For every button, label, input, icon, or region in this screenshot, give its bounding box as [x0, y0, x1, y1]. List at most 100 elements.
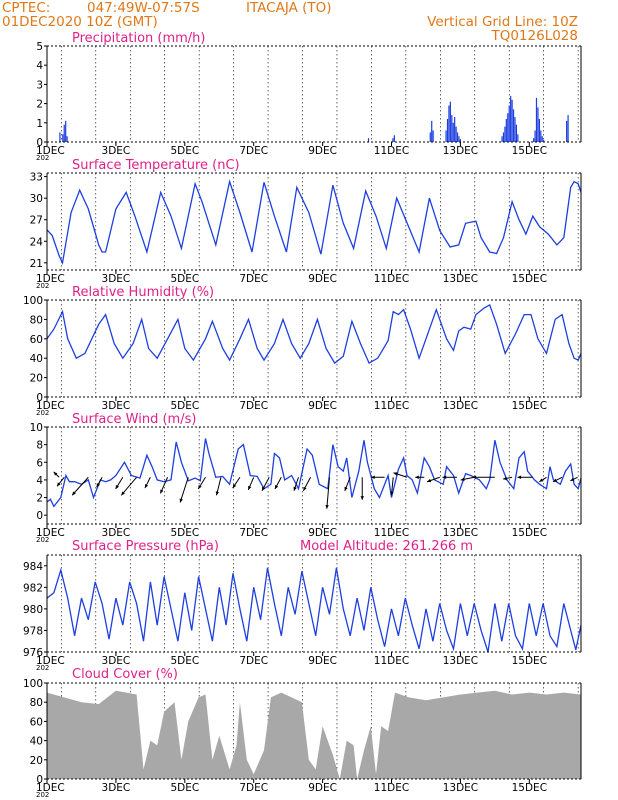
- wind-vector-arrowhead: [121, 491, 125, 496]
- precipitation-bar: [59, 132, 61, 142]
- wind-series-line: [46, 438, 582, 508]
- x-tick-label: 5DEC: [170, 527, 199, 539]
- precipitation-bar: [540, 130, 542, 142]
- wind-vector-arrowhead: [115, 485, 119, 489]
- humidity-panel: [44, 299, 582, 401]
- x-tick-label: 15DEC: [512, 145, 547, 157]
- precipitation-bar: [459, 139, 462, 142]
- pressure-title: Surface Pressure (hPa): [72, 539, 219, 554]
- precipitation-bar: [454, 117, 456, 142]
- temperature-panel: [44, 172, 582, 274]
- y-tick-label: 0: [36, 137, 43, 149]
- pressure-panel: [44, 554, 582, 656]
- precipitation-bar: [431, 120, 433, 142]
- wind-vector-arrowhead: [179, 498, 183, 503]
- wind-vector-arrowhead: [198, 485, 202, 489]
- y-tick-label: 100: [23, 678, 43, 690]
- header-grid-note: Vertical Grid Line: 10Z: [427, 14, 578, 30]
- x-tick-label: 11DEC: [374, 655, 409, 667]
- wind-vector-arrowhead: [427, 478, 432, 483]
- x-tick-label: 1DEC: [36, 145, 65, 157]
- wind-vector-arrowhead: [232, 484, 237, 489]
- cloud-title: Cloud Cover (%): [72, 667, 178, 682]
- x-tick-label: 9DEC: [308, 273, 337, 285]
- x-tick-label: 7DEC: [239, 527, 268, 539]
- precipitation-bar: [512, 109, 515, 142]
- y-tick-label: 2: [36, 99, 43, 111]
- x-tick-label: 9DEC: [308, 145, 337, 157]
- wind-vector-arrowhead: [415, 475, 419, 479]
- humidity-title: Relative Humidity (%): [72, 285, 214, 300]
- header-source: CPTEC:: [2, 0, 51, 16]
- precipitation-bar: [507, 113, 509, 142]
- y-tick-label: 980: [23, 604, 43, 616]
- precipitation-bar: [501, 136, 503, 142]
- wind-vector-arrowhead: [360, 496, 364, 500]
- precipitation-bar: [449, 101, 451, 142]
- y-tick-label: 80: [30, 314, 43, 326]
- wind-vector-arrowhead: [371, 475, 375, 479]
- y-tick-label: 60: [30, 334, 43, 346]
- y-tick-label: 976: [23, 647, 43, 659]
- x-tick-label: 9DEC: [308, 782, 337, 794]
- y-tick-label: 8: [36, 440, 43, 452]
- x-tick-label: 5DEC: [170, 400, 199, 412]
- precipitation-bar: [514, 117, 516, 142]
- x-tick-label: 9DEC: [308, 400, 337, 412]
- cloud-panel: [44, 682, 582, 783]
- x-tick-label: 1DEC: [36, 273, 65, 285]
- y-tick-label: 1: [36, 118, 43, 130]
- wind-vector-arrowhead: [553, 478, 558, 482]
- x-tick-label: 3DEC: [102, 273, 131, 285]
- x-tick-label: 13DEC: [443, 527, 478, 539]
- x-tick-label: 9DEC: [308, 655, 337, 667]
- x-tick-label: 15DEC: [512, 782, 547, 794]
- precipitation-bar: [505, 118, 507, 142]
- y-tick-label: 33: [30, 172, 43, 184]
- precipitation-bar: [392, 138, 394, 142]
- wind-vector-arrowhead: [262, 486, 266, 491]
- wind-vector: [326, 477, 331, 509]
- precipitation-panel: [44, 45, 582, 146]
- precipitation-bar: [541, 136, 543, 142]
- x-tick-label: 15DEC: [512, 655, 547, 667]
- precipitation-bar: [432, 130, 434, 142]
- x-tick-label: 3DEC: [102, 400, 131, 412]
- x-axis-year-label: 202: [36, 409, 49, 417]
- pressure-series-line: [46, 567, 582, 653]
- wind-vector-arrowhead: [325, 505, 329, 509]
- y-tick-label: 40: [30, 736, 43, 748]
- y-tick-label: 2: [36, 493, 43, 505]
- y-tick-label: 3: [36, 79, 43, 91]
- x-tick-label: 5DEC: [170, 145, 199, 157]
- precipitation-bar: [451, 115, 453, 142]
- precipitation-title: Precipitation (mm/h): [72, 31, 205, 46]
- wind-vector-arrowhead: [517, 475, 522, 479]
- precipitation-bar: [63, 124, 65, 142]
- y-tick-label: 5: [36, 41, 43, 53]
- y-tick-label: 27: [30, 215, 43, 227]
- y-tick-label: 80: [30, 697, 43, 709]
- x-tick-label: 11DEC: [374, 527, 409, 539]
- x-tick-label: 1DEC: [36, 655, 65, 667]
- wind-vector-arrowhead: [275, 485, 279, 489]
- x-tick-label: 9DEC: [308, 527, 337, 539]
- y-tick-label: 0: [36, 774, 43, 786]
- precipitation-bar: [65, 120, 67, 142]
- x-tick-label: 11DEC: [374, 400, 409, 412]
- cloud-cover-area: [47, 690, 581, 779]
- y-tick-label: 20: [30, 755, 43, 767]
- wind-vector-arrowhead: [248, 485, 252, 490]
- y-tick-label: 4: [36, 475, 43, 487]
- precipitation-bar: [458, 136, 460, 142]
- x-tick-label: 15DEC: [512, 400, 547, 412]
- precipitation-bar: [508, 105, 510, 142]
- y-tick-label: 10: [30, 422, 43, 434]
- precipitation-bar: [66, 136, 68, 142]
- wind-vector-arrowhead: [570, 477, 575, 481]
- wind-vector-arrowhead: [472, 475, 476, 479]
- x-tick-label: 5DEC: [170, 273, 199, 285]
- x-axis-year-label: 202: [36, 664, 49, 672]
- x-tick-label: 1DEC: [36, 400, 65, 412]
